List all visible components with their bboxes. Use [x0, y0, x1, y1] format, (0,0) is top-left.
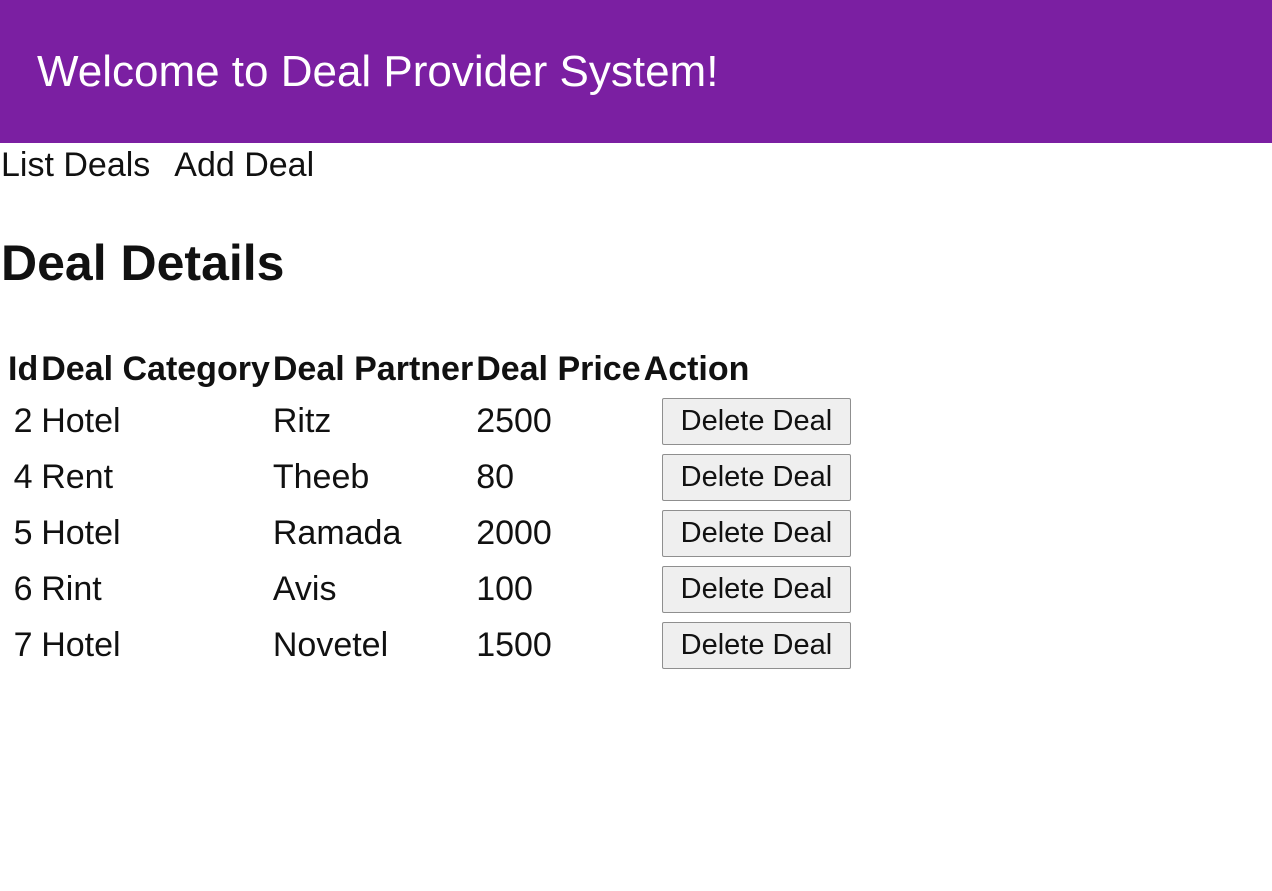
delete-deal-button[interactable]: Delete Deal — [662, 510, 852, 557]
cell-action: Delete Deal — [644, 449, 852, 505]
cell-partner: Novetel — [273, 617, 473, 673]
cell-category: Hotel — [41, 617, 270, 673]
cell-partner: Avis — [273, 561, 473, 617]
column-header-category: Deal Category — [41, 345, 270, 393]
cell-action: Delete Deal — [644, 617, 852, 673]
table-row: 2 Hotel Ritz 2500 Delete Deal — [8, 393, 851, 449]
cell-price: 2000 — [476, 505, 640, 561]
nav-bar: List Deals Add Deal — [1, 145, 314, 185]
cell-id: 7 — [8, 617, 38, 673]
nav-link-list-deals[interactable]: List Deals — [1, 145, 150, 185]
delete-deal-button[interactable]: Delete Deal — [662, 454, 852, 501]
cell-category: Hotel — [41, 393, 270, 449]
cell-partner: Ritz — [273, 393, 473, 449]
cell-category: Rint — [41, 561, 270, 617]
cell-id: 5 — [8, 505, 38, 561]
cell-price: 100 — [476, 561, 640, 617]
cell-price: 80 — [476, 449, 640, 505]
table-row: 5 Hotel Ramada 2000 Delete Deal — [8, 505, 851, 561]
cell-action: Delete Deal — [644, 505, 852, 561]
delete-deal-button[interactable]: Delete Deal — [662, 398, 852, 445]
app-header: Welcome to Deal Provider System! — [0, 0, 1272, 143]
cell-category: Rent — [41, 449, 270, 505]
table-row: 7 Hotel Novetel 1500 Delete Deal — [8, 617, 851, 673]
deals-table: Id Deal Category Deal Partner Deal Price… — [5, 345, 854, 673]
page-title: Deal Details — [1, 232, 284, 294]
cell-id: 4 — [8, 449, 38, 505]
table-row: 6 Rint Avis 100 Delete Deal — [8, 561, 851, 617]
table-row: 4 Rent Theeb 80 Delete Deal — [8, 449, 851, 505]
cell-action: Delete Deal — [644, 393, 852, 449]
table-header-row: Id Deal Category Deal Partner Deal Price… — [8, 345, 851, 393]
column-header-id: Id — [8, 345, 38, 393]
cell-price: 1500 — [476, 617, 640, 673]
cell-partner: Theeb — [273, 449, 473, 505]
column-header-price: Deal Price — [476, 345, 640, 393]
cell-category: Hotel — [41, 505, 270, 561]
app-title: Welcome to Deal Provider System! — [37, 45, 718, 99]
cell-price: 2500 — [476, 393, 640, 449]
column-header-partner: Deal Partner — [273, 345, 473, 393]
nav-link-add-deal[interactable]: Add Deal — [174, 145, 314, 185]
delete-deal-button[interactable]: Delete Deal — [662, 622, 852, 669]
cell-id: 6 — [8, 561, 38, 617]
cell-action: Delete Deal — [644, 561, 852, 617]
delete-deal-button[interactable]: Delete Deal — [662, 566, 852, 613]
cell-id: 2 — [8, 393, 38, 449]
column-header-action: Action — [644, 345, 852, 393]
cell-partner: Ramada — [273, 505, 473, 561]
